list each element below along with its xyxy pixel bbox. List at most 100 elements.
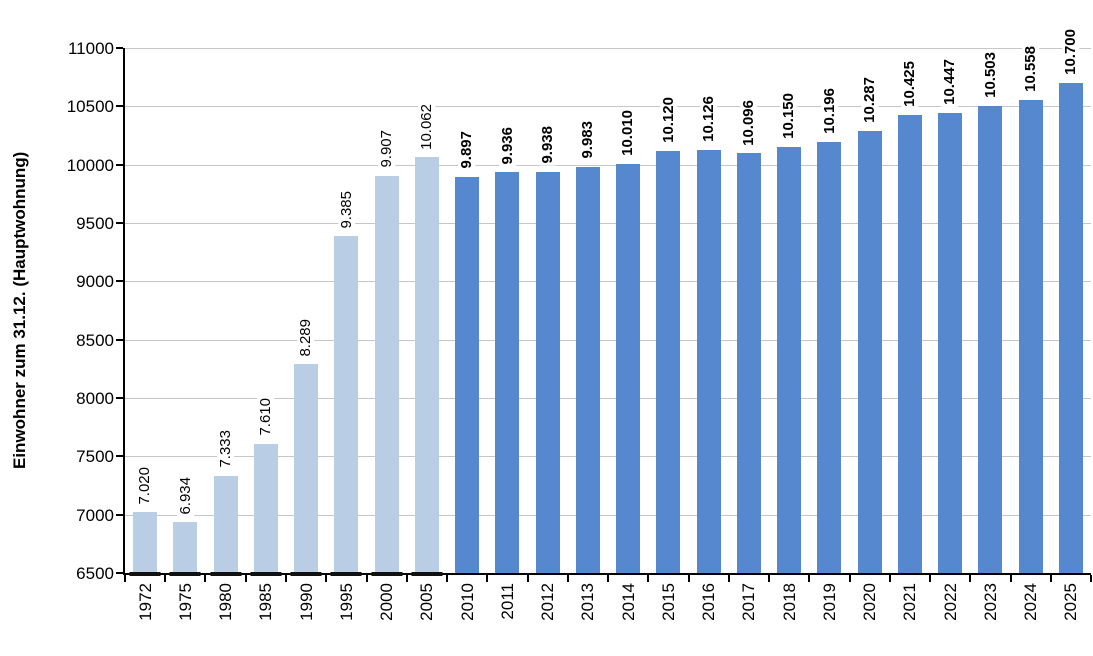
y-tick-label: 9500 bbox=[76, 214, 114, 233]
baseline-dash bbox=[210, 572, 242, 576]
x-axis-label-box: 1990 bbox=[286, 583, 326, 621]
bar-value-label: 8.289 bbox=[297, 316, 315, 359]
bar bbox=[334, 236, 359, 573]
x-axis-label-box: 2014 bbox=[608, 583, 648, 621]
x-axis-label: 1972 bbox=[135, 583, 155, 621]
bar-value-label-box: 10.120 bbox=[648, 94, 688, 145]
bar-value-label: 10.558 bbox=[1021, 43, 1040, 94]
x-axis-label-box: 1972 bbox=[125, 583, 165, 621]
x-axis-tick bbox=[607, 575, 609, 582]
x-axis-label: 2010 bbox=[457, 583, 477, 621]
x-axis-label-box: 2021 bbox=[890, 583, 930, 621]
bar-slot: 7.020 1972 bbox=[125, 48, 165, 621]
x-axis-label: 2021 bbox=[900, 583, 920, 621]
x-axis-tick bbox=[1009, 575, 1012, 582]
bar-value-label-box: 10.196 bbox=[809, 85, 849, 136]
y-axis-tick bbox=[116, 222, 123, 224]
x-axis-tick bbox=[204, 575, 207, 582]
bar-value-label-box: 9.938 bbox=[528, 124, 568, 166]
bar-value-label-box: 9.385 bbox=[326, 188, 366, 231]
x-axis-label-box: 2012 bbox=[528, 583, 568, 621]
bar bbox=[173, 522, 198, 573]
bar-slot: 10.700 2025 bbox=[1051, 27, 1091, 621]
x-axis-tick bbox=[284, 575, 287, 582]
gridline bbox=[125, 48, 1091, 49]
x-axis-label-box: 2000 bbox=[367, 583, 407, 621]
x-axis-label-box: 2017 bbox=[729, 583, 769, 621]
bar-slot: 6.934 1975 bbox=[165, 48, 205, 621]
x-axis-tick bbox=[526, 575, 529, 582]
bar-value-label: 9.385 bbox=[337, 188, 355, 231]
y-axis-tick bbox=[116, 338, 123, 341]
x-axis-tick bbox=[647, 575, 650, 582]
x-axis-label: 2023 bbox=[980, 583, 1000, 621]
x-axis-label-box: 2018 bbox=[769, 583, 809, 621]
y-tick-label: 11000 bbox=[67, 39, 114, 58]
bar-slot: 10.425 2021 bbox=[890, 48, 930, 621]
x-axis-label: 2014 bbox=[618, 583, 638, 621]
bar-value-label-box: 10.010 bbox=[608, 107, 648, 158]
x-axis-tick bbox=[405, 575, 408, 582]
x-axis-tick bbox=[486, 575, 489, 582]
x-axis-label: 1980 bbox=[216, 583, 236, 621]
bar-value-label-box: 10.447 bbox=[930, 56, 970, 107]
bar-value-label-box: 10.062 bbox=[407, 101, 447, 152]
y-axis-tick bbox=[116, 572, 123, 574]
x-axis-label: 1990 bbox=[296, 583, 316, 621]
bar-value-label: 10.150 bbox=[780, 91, 798, 142]
bar-slot: 10.503 2023 bbox=[970, 48, 1010, 621]
x-axis-label: 2015 bbox=[658, 583, 678, 621]
bar bbox=[1058, 83, 1083, 573]
bar-value-label: 6.934 bbox=[176, 474, 194, 517]
x-axis-label-box: 1995 bbox=[326, 583, 366, 621]
bar bbox=[374, 175, 399, 573]
gridline bbox=[125, 223, 1091, 224]
bar-value-label-box: 7.333 bbox=[205, 428, 245, 470]
x-axis-label-box: 2011 bbox=[487, 583, 527, 620]
bar-slot: 9.983 2013 bbox=[568, 48, 608, 621]
bar-value-label: 10.010 bbox=[619, 107, 637, 158]
gridline bbox=[125, 456, 1091, 458]
bar-value-label-box: 9.907 bbox=[367, 127, 407, 170]
x-axis-label: 1975 bbox=[175, 583, 195, 621]
y-tick-label: 7000 bbox=[76, 505, 114, 525]
x-axis-tick bbox=[848, 575, 851, 582]
y-axis-title: Einwohner zum 31.12. (Hauptwohnung) bbox=[10, 151, 29, 470]
bar-slot: 7.333 1980 bbox=[205, 48, 245, 621]
x-axis-label: 2025 bbox=[1061, 583, 1081, 621]
bar bbox=[656, 150, 681, 573]
x-axis-tick bbox=[244, 575, 247, 582]
bar bbox=[294, 364, 319, 573]
x-axis-label: 2011 bbox=[497, 583, 517, 620]
bar bbox=[696, 149, 721, 573]
x-axis-tick bbox=[164, 575, 167, 582]
x-axis-label: 2005 bbox=[417, 583, 437, 621]
bar bbox=[857, 131, 882, 573]
baseline-dash bbox=[169, 572, 201, 576]
bar-value-label: 10.700 bbox=[1062, 27, 1080, 77]
x-axis-label-box: 1985 bbox=[246, 583, 286, 621]
x-axis-label: 2012 bbox=[538, 583, 558, 621]
x-axis-label-box: 2024 bbox=[1011, 583, 1051, 621]
x-axis-label: 1985 bbox=[256, 583, 276, 621]
baseline-dash bbox=[411, 572, 443, 576]
bar-slot: 10.447 2022 bbox=[930, 48, 970, 621]
bar bbox=[978, 105, 1003, 573]
gridline bbox=[125, 106, 1091, 108]
bar-value-label: 7.610 bbox=[257, 395, 275, 438]
x-axis-label-box: 2016 bbox=[689, 583, 729, 621]
x-axis-label: 1995 bbox=[336, 583, 356, 621]
x-axis-label-box: 2010 bbox=[447, 583, 487, 621]
bar-slot: 10.120 2015 bbox=[648, 48, 688, 621]
bar-value-label-box: 8.289 bbox=[286, 316, 326, 359]
gridline bbox=[125, 281, 1091, 283]
bar bbox=[897, 115, 922, 573]
bar bbox=[414, 157, 439, 573]
x-axis-label: 2013 bbox=[578, 583, 598, 621]
bar bbox=[1018, 99, 1043, 573]
bar-slot: 7.610 1985 bbox=[246, 48, 286, 621]
x-axis-label-box: 2022 bbox=[930, 583, 970, 621]
bar bbox=[817, 141, 842, 573]
baseline-dash bbox=[129, 572, 161, 576]
x-axis-tick bbox=[888, 575, 891, 582]
